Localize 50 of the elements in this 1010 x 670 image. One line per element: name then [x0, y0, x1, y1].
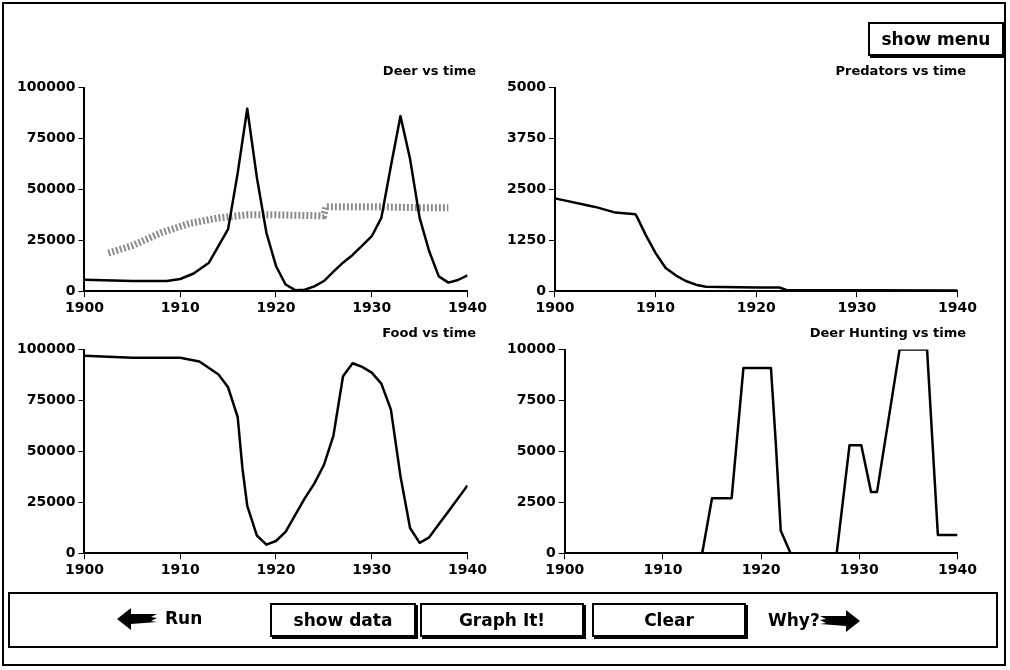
x-tick-label: 1900: [535, 299, 575, 316]
x-tick-label: 1910: [643, 561, 683, 578]
x-tick-label: 1930: [839, 561, 880, 578]
text: Run: [165, 607, 204, 630]
x-tick-label: 1900: [545, 561, 585, 578]
y-tick-label: 0: [65, 543, 76, 560]
x-tick-label: 1920: [736, 299, 776, 316]
y-tick-label: 50000: [26, 442, 76, 459]
x-tick-label: 1920: [256, 561, 296, 578]
y-tick-label: 3750: [507, 129, 547, 146]
x-tick-label: 1940: [938, 561, 978, 578]
chart-title: Deer vs time: [382, 63, 477, 79]
y-tick-label: 7500: [516, 391, 556, 408]
x-tick-label: 1910: [160, 299, 200, 316]
text: Graph It!: [420, 603, 584, 637]
x-tick-label: 1900: [64, 561, 105, 578]
x-tick-label: 1940: [448, 299, 488, 316]
y-tick-label: 100000: [16, 78, 76, 95]
text: Clear: [592, 603, 746, 637]
x-tick-label: 1920: [256, 299, 296, 316]
y-tick-label: 0: [536, 281, 547, 298]
x-tick-label: 1910: [636, 299, 676, 316]
y-tick-label: 2500: [516, 492, 556, 509]
y-tick-label: 0: [545, 543, 556, 560]
x-tick-label: 1920: [741, 561, 781, 578]
chart-title: Predators vs time: [835, 63, 967, 79]
text: show menu: [868, 22, 1004, 56]
x-tick-label: 1910: [160, 561, 200, 578]
y-tick-label: 0: [65, 281, 76, 298]
y-tick-label: 50000: [26, 180, 76, 197]
text: show data: [270, 603, 416, 637]
chart-title: Deer Hunting vs time: [809, 325, 967, 341]
y-tick-label: 5000: [507, 78, 547, 95]
y-tick-label: 1250: [507, 230, 547, 247]
y-tick-label: 75000: [26, 391, 76, 408]
y-tick-label: 2500: [507, 180, 547, 197]
x-tick-label: 1900: [64, 299, 105, 316]
text: Why?: [768, 609, 821, 632]
x-tick-label: 1930: [352, 561, 392, 578]
x-tick-label: 1940: [448, 561, 488, 578]
x-tick-label: 1930: [352, 299, 392, 316]
y-tick-label: 10000: [506, 340, 556, 357]
y-tick-label: 25000: [26, 492, 76, 509]
x-tick-label: 1930: [837, 299, 877, 316]
y-tick-label: 100000: [16, 340, 76, 357]
chart-title: Food vs time: [382, 325, 477, 341]
y-tick-label: 75000: [26, 129, 76, 146]
x-tick-label: 1940: [938, 299, 978, 316]
y-tick-label: 25000: [26, 230, 76, 247]
y-tick-label: 5000: [516, 442, 556, 459]
